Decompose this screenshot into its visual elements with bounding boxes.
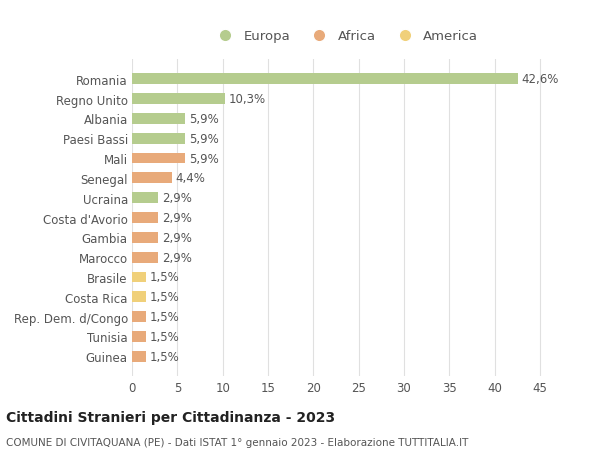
Bar [132, 74, 518, 85]
Bar [132, 312, 146, 322]
Bar [132, 114, 185, 124]
Bar [132, 331, 146, 342]
Text: 2,9%: 2,9% [162, 212, 192, 224]
Text: 2,9%: 2,9% [162, 231, 192, 244]
Bar [132, 351, 146, 362]
Text: COMUNE DI CIVITAQUANA (PE) - Dati ISTAT 1° gennaio 2023 - Elaborazione TUTTITALI: COMUNE DI CIVITAQUANA (PE) - Dati ISTAT … [6, 437, 469, 448]
Legend: Europa, Africa, America: Europa, Africa, America [206, 25, 484, 49]
Bar [132, 232, 158, 243]
Text: 1,5%: 1,5% [149, 330, 179, 343]
Text: 1,5%: 1,5% [149, 310, 179, 324]
Text: 4,4%: 4,4% [176, 172, 205, 185]
Bar [132, 94, 226, 105]
Text: 5,9%: 5,9% [189, 152, 219, 165]
Text: 42,6%: 42,6% [522, 73, 559, 86]
Bar [132, 134, 185, 144]
Bar [132, 252, 158, 263]
Bar [132, 173, 172, 184]
Text: 2,9%: 2,9% [162, 251, 192, 264]
Bar [132, 272, 146, 283]
Bar [132, 193, 158, 204]
Text: 1,5%: 1,5% [149, 291, 179, 304]
Bar [132, 213, 158, 224]
Bar [132, 153, 185, 164]
Text: 2,9%: 2,9% [162, 192, 192, 205]
Text: 1,5%: 1,5% [149, 271, 179, 284]
Text: Cittadini Stranieri per Cittadinanza - 2023: Cittadini Stranieri per Cittadinanza - 2… [6, 411, 335, 425]
Text: 5,9%: 5,9% [189, 112, 219, 126]
Text: 5,9%: 5,9% [189, 132, 219, 146]
Text: 10,3%: 10,3% [229, 93, 266, 106]
Text: 1,5%: 1,5% [149, 350, 179, 363]
Bar [132, 292, 146, 302]
